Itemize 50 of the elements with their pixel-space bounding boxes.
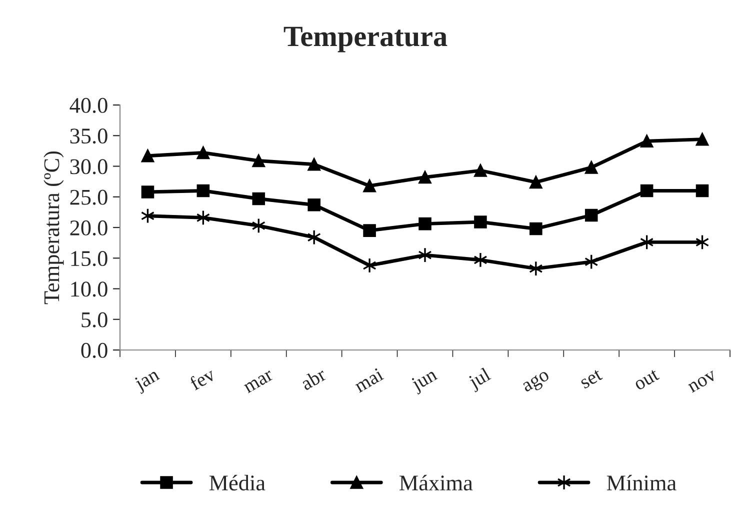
x-tick-label: ago [522,370,552,396]
point [196,146,210,160]
chart-title: Temperatura [284,26,448,52]
point [252,154,266,168]
y-tick-label: 15.0 [71,251,108,266]
point [418,170,432,184]
x-tick-label: jan [132,367,162,394]
point [252,192,266,206]
y-tick-label: 20.0 [70,220,108,236]
point [640,184,654,198]
point [474,164,487,177]
x-tick-label: out [634,368,660,391]
point [308,158,320,171]
point [474,216,487,228]
x-tick-label: fev [188,366,216,391]
point [141,186,154,198]
point [363,224,376,237]
point [530,222,542,236]
y-tick-label: 0.0 [81,342,108,358]
y-axis-title: Temperatura (ºC) [44,151,64,304]
point [696,184,709,198]
point [584,208,598,222]
point [530,176,542,189]
y-tick-label: 10.0 [71,282,108,297]
y-tick-label: 5.0 [82,312,108,328]
x-tick-label: abr [300,366,328,391]
point [418,247,432,263]
point [474,252,488,268]
point [141,149,154,162]
x-tick-label: mai [353,367,384,393]
y-tick-label: 30.0 [70,159,108,174]
point [640,134,654,148]
y-tick-label: 40.0 [70,98,108,114]
y-tick-label: 35.0 [70,128,108,144]
legend-label: Média [209,474,266,490]
x-tick-label: jul [466,366,494,392]
point [696,132,709,146]
point [308,198,320,212]
point [196,184,210,198]
legend-label: Máxima [400,474,473,490]
x-tick-label: nov [688,370,718,393]
y-tick-label: 25.0 [70,190,108,205]
point [362,258,376,274]
point [363,179,376,192]
x-tick-label: mar [244,370,274,394]
x-tick-label: set [580,368,604,389]
legend-label: Mínima [606,474,676,490]
point [418,217,432,230]
point [584,161,598,174]
x-tick-label: jun [410,367,440,395]
